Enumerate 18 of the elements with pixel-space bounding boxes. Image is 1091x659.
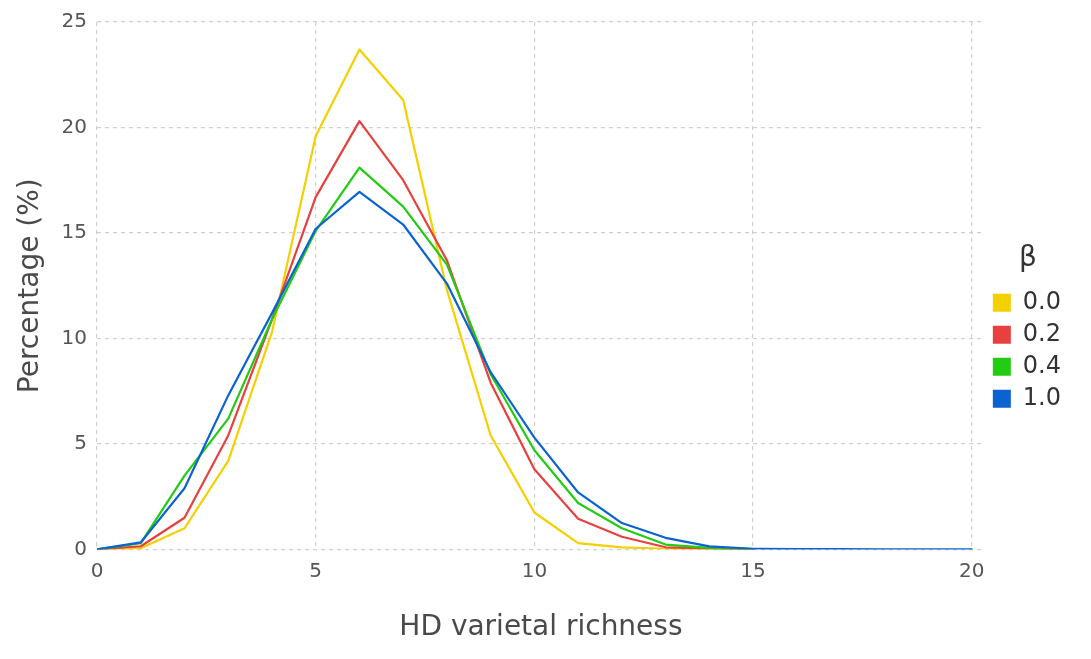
legend-label: 0.4: [1022, 351, 1061, 380]
y-axis-title: Percentage (%): [12, 178, 46, 394]
x-tick-label: 0: [90, 557, 104, 582]
y-tick-label: 10: [61, 324, 88, 349]
x-tick-label: 5: [309, 557, 323, 582]
y-tick-label: 20: [61, 113, 88, 138]
x-axis-title: HD varietal richness: [399, 609, 683, 643]
y-tick-label: 5: [74, 430, 88, 455]
legend-label: 0.0: [1022, 287, 1061, 316]
legend-label: 0.2: [1022, 319, 1061, 348]
legend-label: 1.0: [1022, 383, 1061, 412]
y-tick-label: 15: [61, 219, 88, 244]
y-tick-label: 0: [74, 535, 88, 560]
legend-title: β: [1018, 240, 1037, 274]
x-tick-label: 10: [521, 557, 548, 582]
x-tick-label: 15: [740, 557, 766, 582]
y-tick-label: 25: [61, 8, 88, 33]
x-tick-label: 20: [958, 557, 985, 582]
